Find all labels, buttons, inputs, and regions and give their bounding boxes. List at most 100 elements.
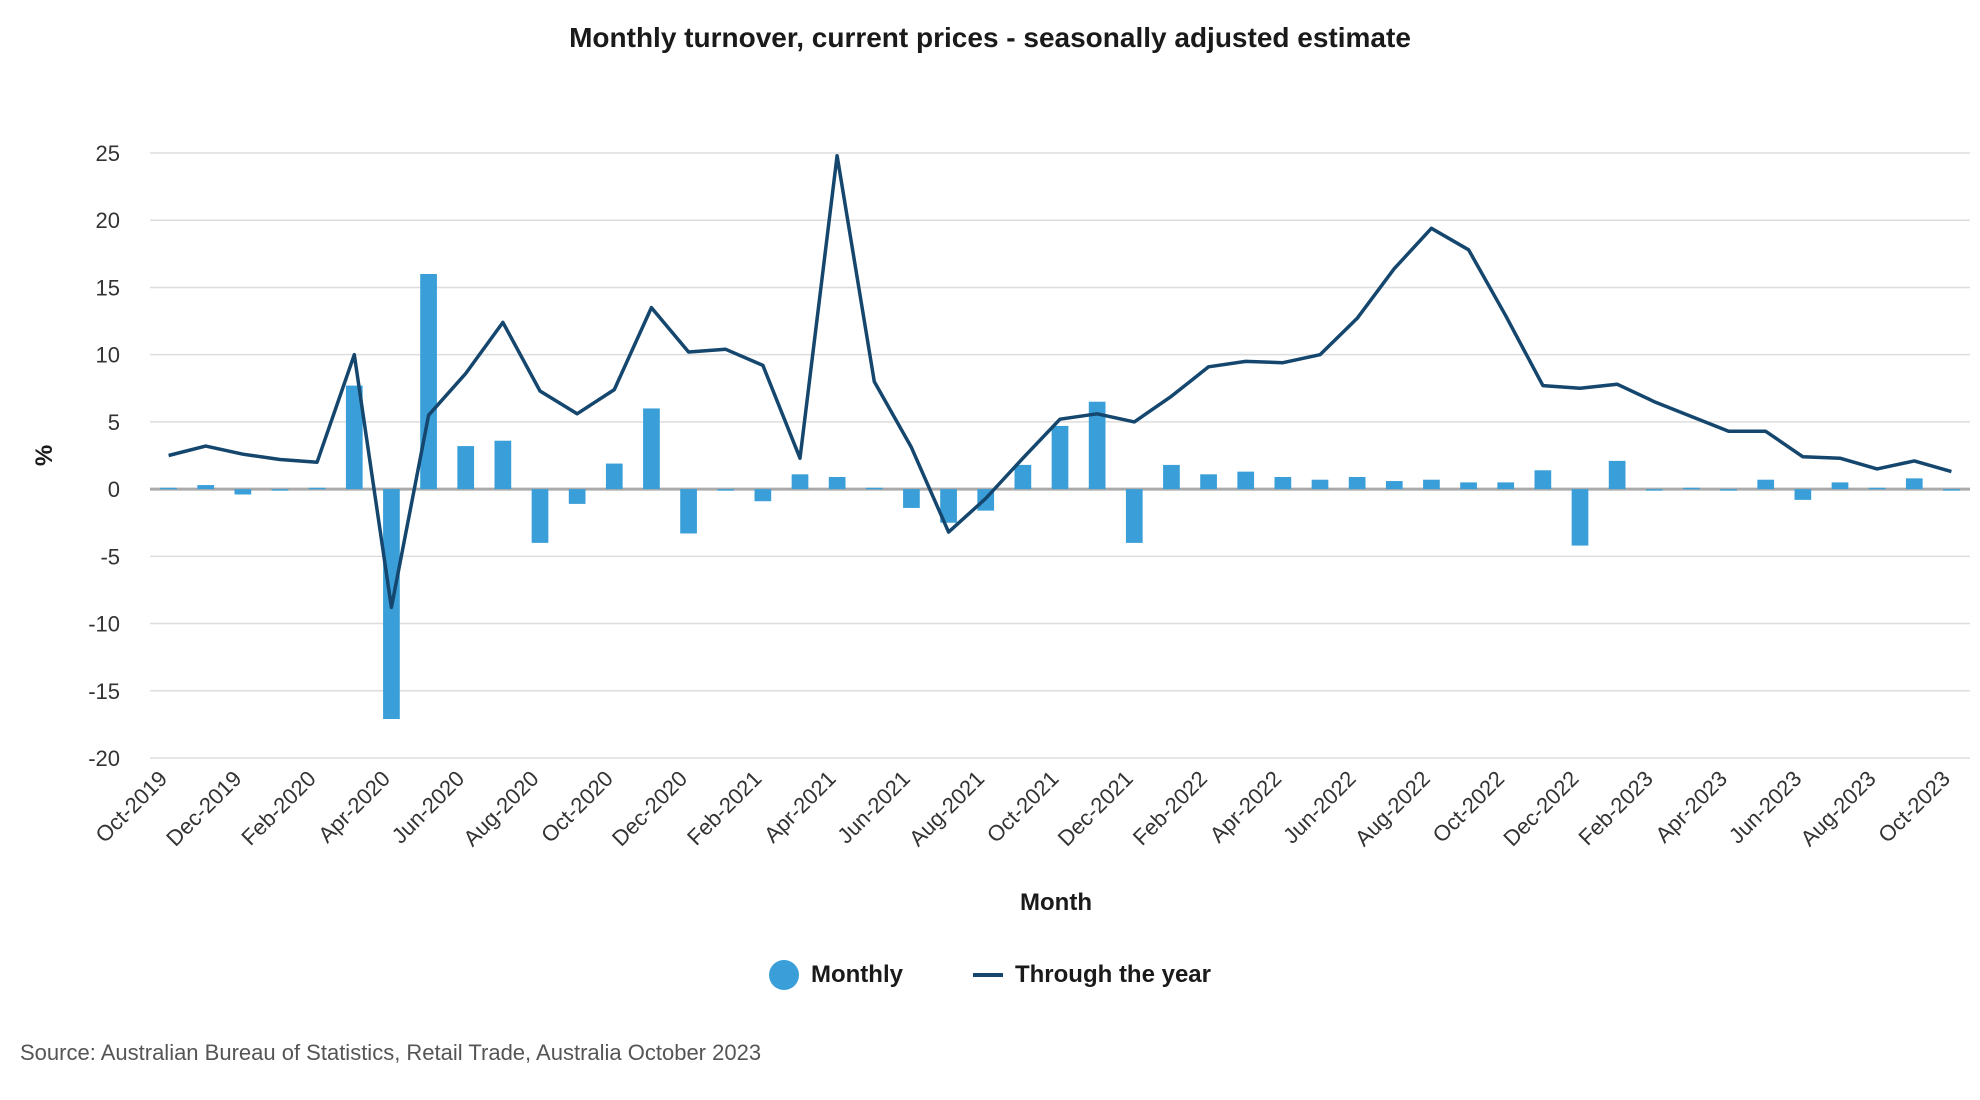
point-Jun-2021[interactable] — [905, 441, 917, 453]
bar-May-2021[interactable] — [865, 487, 883, 490]
bar-Feb-2020[interactable] — [308, 487, 326, 490]
bar-Dec-2019[interactable] — [234, 489, 252, 495]
point-Dec-2022[interactable] — [1574, 382, 1586, 394]
point-Mar-2021[interactable] — [794, 452, 806, 464]
point-May-2022[interactable] — [1314, 349, 1326, 361]
bar-Jun-2022[interactable] — [1348, 477, 1366, 490]
bar-Jun-2021[interactable] — [903, 489, 920, 508]
point-Jul-2021[interactable] — [943, 526, 955, 538]
point-Aug-2023[interactable] — [1871, 463, 1883, 475]
legend-item-through-the-year[interactable]: Through the year — [972, 960, 1211, 990]
bar-Nov-2020[interactable] — [643, 408, 660, 490]
point-Sep-2021[interactable] — [1017, 452, 1029, 464]
bar-Jul-2021[interactable] — [940, 489, 957, 523]
bar-Jun-2023[interactable] — [1794, 489, 1812, 500]
point-Feb-2020[interactable] — [311, 456, 323, 468]
bar-Dec-2020[interactable] — [680, 489, 697, 534]
bar-Oct-2021[interactable] — [1051, 425, 1069, 490]
bar-May-2022[interactable] — [1311, 479, 1329, 490]
point-Jan-2020[interactable] — [274, 454, 286, 466]
point-Sep-2022[interactable] — [1463, 244, 1475, 256]
point-Apr-2020[interactable] — [385, 601, 397, 613]
point-Jun-2023[interactable] — [1797, 451, 1809, 463]
bar-Jan-2023[interactable] — [1608, 460, 1626, 490]
bar-Aug-2020[interactable] — [531, 489, 549, 543]
bar-Mar-2022[interactable] — [1237, 471, 1255, 490]
bar-Sep-2020[interactable] — [568, 489, 586, 504]
point-Jan-2022[interactable] — [1165, 390, 1177, 402]
bar-Sep-2023[interactable] — [1905, 478, 1923, 490]
point-Jun-2022[interactable] — [1351, 312, 1363, 324]
point-Dec-2019[interactable] — [237, 448, 249, 460]
bar-Sep-2021[interactable] — [1014, 464, 1032, 490]
bar-Aug-2023[interactable] — [1868, 487, 1886, 490]
bar-Oct-2022[interactable] — [1497, 482, 1515, 490]
point-Jan-2021[interactable] — [720, 343, 732, 355]
bar-Jun-2020[interactable] — [457, 446, 475, 490]
bar-Apr-2021[interactable] — [828, 477, 846, 490]
bar-Jul-2023[interactable] — [1831, 482, 1849, 490]
bar-Feb-2021[interactable] — [754, 489, 772, 502]
bar-Jul-2022[interactable] — [1385, 481, 1403, 490]
point-May-2021[interactable] — [868, 376, 880, 388]
point-Oct-2020[interactable] — [608, 384, 620, 396]
bar-Jan-2021[interactable] — [717, 489, 735, 491]
series-line-through-the-year[interactable] — [168, 153, 1952, 610]
bar-Nov-2021[interactable] — [1088, 401, 1106, 490]
point-Oct-2022[interactable] — [1500, 310, 1512, 322]
bar-Oct-2023[interactable] — [1943, 489, 1960, 491]
bar-Feb-2023[interactable] — [1645, 489, 1663, 491]
point-Feb-2022[interactable] — [1203, 361, 1215, 373]
point-Nov-2021[interactable] — [1091, 408, 1103, 420]
bar-Nov-2019[interactable] — [197, 485, 215, 490]
point-Aug-2022[interactable] — [1425, 222, 1437, 234]
bar-Aug-2022[interactable] — [1423, 479, 1440, 490]
point-Feb-2021[interactable] — [757, 359, 769, 371]
point-Jul-2022[interactable] — [1388, 263, 1400, 275]
bar-Nov-2022[interactable] — [1534, 470, 1552, 490]
point-Apr-2023[interactable] — [1723, 425, 1735, 437]
bar-Jan-2022[interactable] — [1163, 464, 1180, 490]
bar-Sep-2022[interactable] — [1460, 482, 1477, 490]
point-May-2023[interactable] — [1760, 425, 1772, 437]
point-Apr-2021[interactable] — [831, 150, 843, 162]
point-Nov-2020[interactable] — [645, 302, 657, 314]
bar-Oct-2020[interactable] — [605, 463, 623, 490]
point-Mar-2023[interactable] — [1685, 411, 1697, 423]
point-Nov-2022[interactable] — [1537, 380, 1549, 392]
point-Mar-2022[interactable] — [1240, 355, 1252, 367]
bar-Oct-2019[interactable] — [160, 487, 177, 490]
bar-Mar-2020[interactable] — [345, 385, 363, 490]
point-Dec-2021[interactable] — [1128, 416, 1140, 428]
bar-Mar-2021[interactable] — [791, 474, 809, 490]
legend-marker-through-the-year — [972, 973, 1003, 977]
bar-Feb-2022[interactable] — [1200, 474, 1217, 490]
point-May-2020[interactable] — [423, 409, 435, 421]
bar-Jul-2020[interactable] — [494, 440, 512, 490]
point-Nov-2019[interactable] — [200, 440, 212, 452]
bar-Mar-2023[interactable] — [1683, 487, 1700, 490]
bar-May-2023[interactable] — [1757, 479, 1775, 490]
point-Feb-2023[interactable] — [1648, 396, 1660, 408]
point-Apr-2022[interactable] — [1277, 357, 1289, 369]
point-Oct-2023[interactable] — [1945, 466, 1957, 478]
bar-Dec-2021[interactable] — [1125, 489, 1143, 543]
bar-May-2020[interactable] — [420, 274, 437, 490]
point-Dec-2020[interactable] — [683, 346, 695, 358]
bar-Apr-2023[interactable] — [1720, 489, 1737, 491]
bar-Apr-2022[interactable] — [1274, 477, 1292, 490]
point-Sep-2020[interactable] — [571, 408, 583, 420]
point-Oct-2019[interactable] — [163, 450, 175, 462]
point-Jul-2020[interactable] — [497, 316, 509, 328]
point-Jan-2023[interactable] — [1611, 378, 1623, 390]
bar-Jan-2020[interactable] — [271, 489, 289, 491]
bar-Dec-2022[interactable] — [1571, 489, 1589, 546]
point-Sep-2023[interactable] — [1908, 455, 1920, 467]
point-Jun-2020[interactable] — [460, 367, 472, 379]
point-Aug-2020[interactable] — [534, 385, 546, 397]
point-Mar-2020[interactable] — [348, 349, 360, 361]
point-Oct-2021[interactable] — [1054, 413, 1066, 425]
point-Jul-2023[interactable] — [1834, 452, 1846, 464]
point-Aug-2021[interactable] — [980, 493, 992, 505]
legend-item-monthly[interactable]: Monthly — [768, 960, 903, 990]
